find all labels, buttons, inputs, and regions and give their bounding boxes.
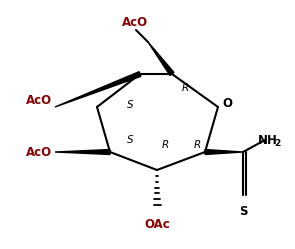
Polygon shape	[55, 149, 110, 154]
Polygon shape	[205, 149, 243, 154]
Text: O: O	[222, 97, 232, 110]
Text: R: R	[194, 140, 201, 150]
Text: AcO: AcO	[122, 15, 148, 28]
Polygon shape	[55, 72, 141, 107]
Text: R: R	[181, 83, 189, 93]
Text: OAc: OAc	[144, 218, 170, 231]
Text: S: S	[239, 205, 247, 218]
Text: AcO: AcO	[26, 94, 52, 107]
Text: AcO: AcO	[26, 145, 52, 159]
Polygon shape	[148, 42, 174, 75]
Text: S: S	[127, 135, 133, 145]
Text: S: S	[127, 100, 133, 110]
Text: 2: 2	[274, 138, 280, 147]
Text: NH: NH	[258, 133, 278, 146]
Text: R: R	[161, 140, 169, 150]
